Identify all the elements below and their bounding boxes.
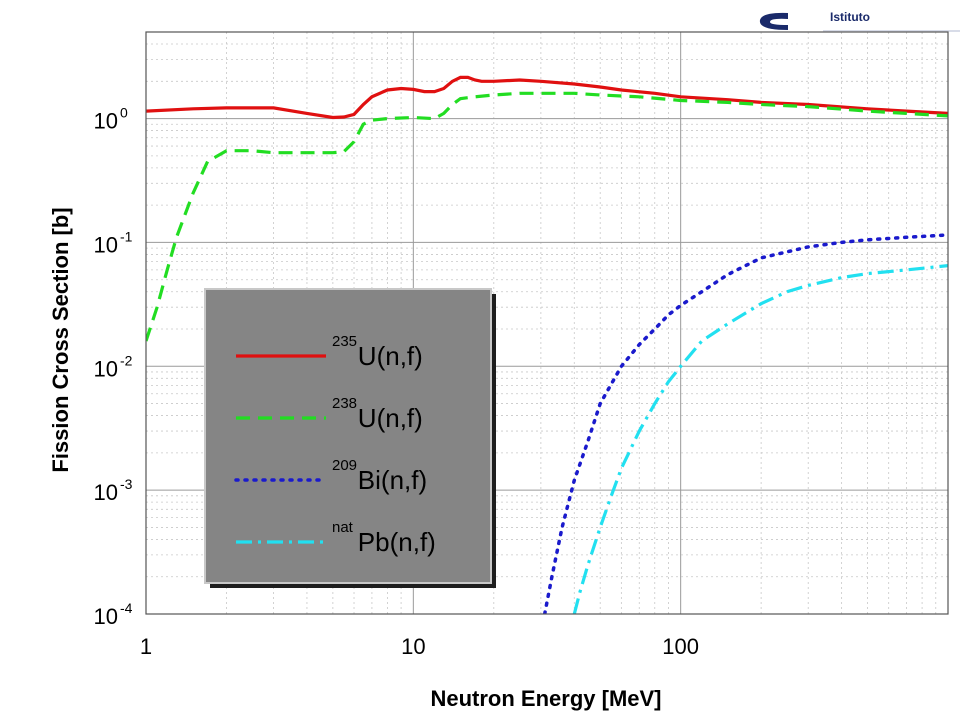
series-line-235-u	[146, 75, 948, 120]
legend-label: U(n,f)	[358, 341, 423, 371]
y-tick-label: 10	[94, 356, 118, 381]
institute-logo-text: Istituto	[830, 10, 870, 24]
x-axis-label: Neutron Energy [MeV]	[430, 686, 661, 711]
y-tick-label: 10	[94, 604, 118, 629]
legend-label-superscript: nat	[332, 519, 354, 536]
series-layer	[146, 75, 948, 614]
series-line-nat-pb	[572, 264, 948, 614]
x-tick-label: 10	[401, 634, 425, 659]
institute-logo-mark	[759, 12, 960, 32]
y-tick-label: 10	[94, 232, 118, 257]
legend-label-superscript: 238	[332, 395, 357, 412]
legend-label-superscript: 235	[332, 333, 357, 350]
y-tick-exponent: -3	[120, 476, 133, 492]
legend-label: Bi(n,f)	[358, 465, 427, 495]
series-line-238-u	[146, 91, 948, 342]
series-line-209-bi	[542, 233, 948, 614]
y-tick-label: 10	[94, 480, 118, 505]
legend-label: U(n,f)	[358, 403, 423, 433]
legend-label-superscript: 209	[332, 457, 357, 474]
institute-logo: Istituto	[748, 4, 960, 34]
x-tick-label: 1	[140, 634, 152, 659]
y-tick-exponent: 0	[120, 105, 128, 121]
y-tick-exponent: -4	[120, 600, 133, 616]
legend: 235 U(n,f)238 U(n,f)209 Bi(n,f)nat Pb(n,f)	[204, 288, 496, 588]
y-axis-label: Fission Cross Section [b]	[48, 207, 73, 472]
legend-label: Pb(n,f)	[358, 527, 436, 557]
legend-box	[204, 288, 492, 584]
y-tick-label: 10	[94, 109, 118, 134]
y-tick-exponent: -1	[120, 228, 133, 244]
x-tick-label: 100	[662, 634, 699, 659]
plot-frame	[145, 31, 949, 615]
y-tick-exponent: -2	[120, 352, 133, 368]
